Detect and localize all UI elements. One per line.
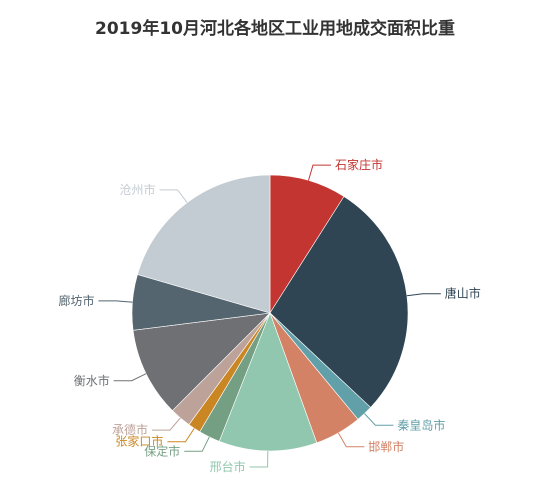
slice-label-9: 廊坊市	[58, 293, 94, 308]
slice-label-5: 保定市	[144, 443, 180, 458]
slice-label-8: 衡水市	[74, 373, 110, 388]
slice-label-10: 沧州市	[120, 182, 156, 197]
label-line-10	[159, 189, 188, 203]
pie-slice-10[interactable]	[137, 174, 271, 314]
label-line-2	[364, 413, 394, 426]
label-line-7	[151, 417, 181, 431]
label-line-8	[113, 373, 147, 382]
label-line-0	[308, 164, 331, 181]
slice-label-4: 邢台市	[210, 459, 246, 474]
slice-label-7: 承德市	[112, 422, 148, 437]
slice-label-0: 石家庄市	[335, 157, 383, 172]
label-line-3	[337, 432, 365, 448]
label-line-4	[249, 450, 269, 468]
slice-label-1: 唐山市	[445, 286, 481, 301]
label-line-6	[167, 428, 195, 443]
pie-slice-4[interactable]	[218, 312, 318, 452]
slice-label-3: 邯郸市	[368, 439, 404, 454]
slice-label-2: 秦皇岛市	[397, 417, 445, 432]
label-line-1	[406, 293, 441, 297]
label-line-5	[184, 436, 210, 452]
slice-label-6: 张家口市	[115, 434, 163, 449]
pie-slice-1[interactable]	[269, 196, 409, 408]
chart-title: 2019年10月河北各地区工业用地成交面积比重	[95, 19, 455, 39]
label-line-9	[98, 300, 133, 303]
